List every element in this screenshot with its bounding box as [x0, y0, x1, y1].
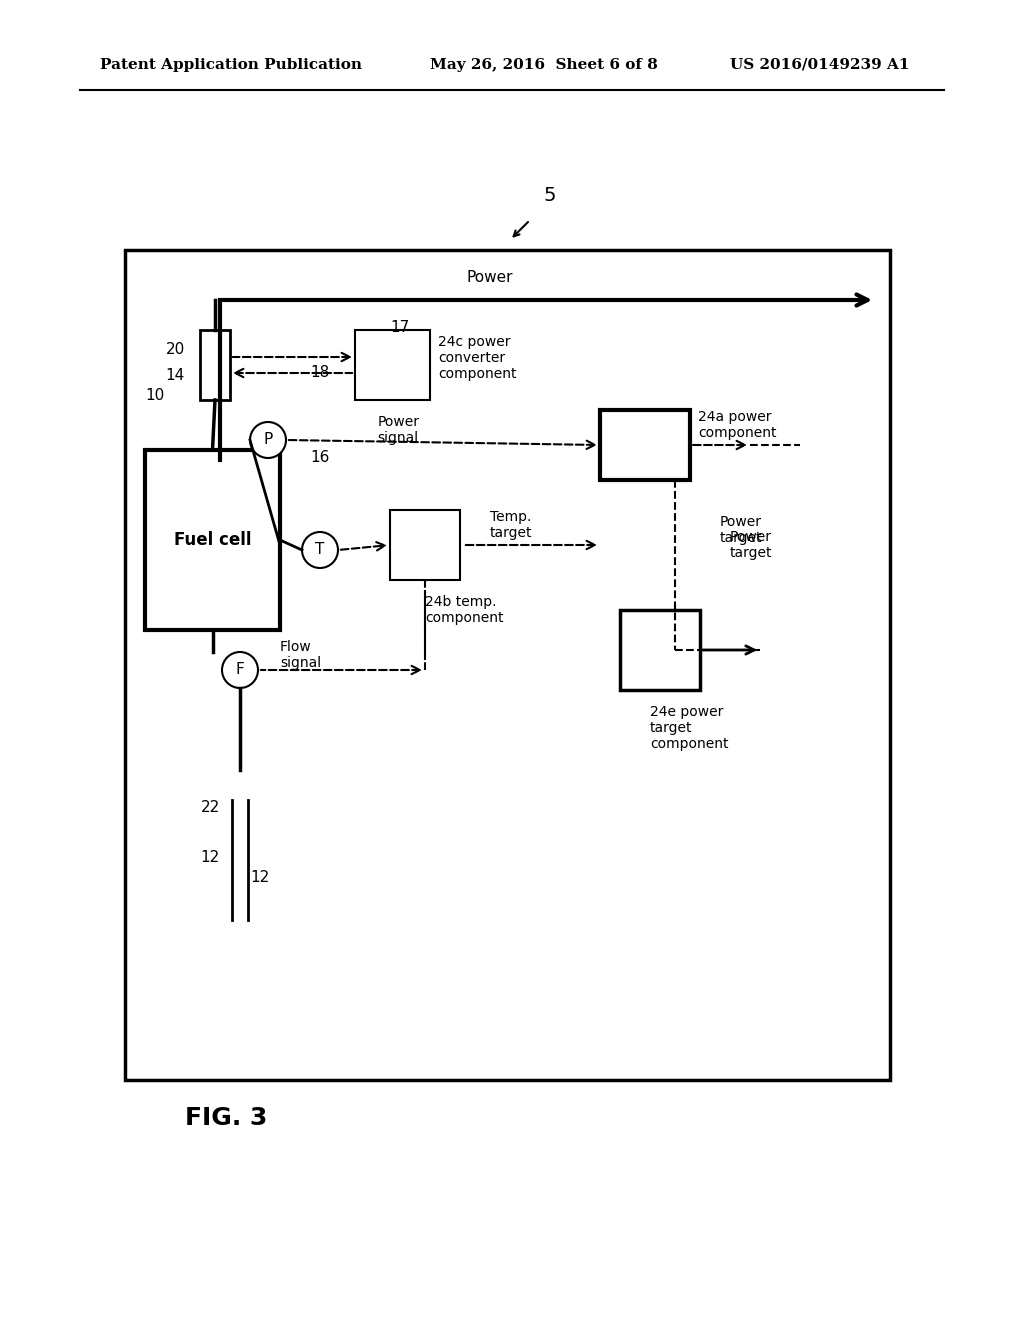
Text: 24a power
component: 24a power component [698, 411, 776, 440]
Circle shape [302, 532, 338, 568]
Circle shape [250, 422, 286, 458]
Text: 16: 16 [310, 450, 330, 465]
Text: 18: 18 [310, 366, 330, 380]
Text: P: P [263, 433, 272, 447]
Text: 24b temp.
component: 24b temp. component [425, 595, 504, 626]
Text: 20: 20 [166, 342, 185, 358]
Bar [390, 510, 460, 579]
Text: 5: 5 [544, 186, 556, 205]
Text: 17: 17 [390, 319, 410, 335]
Bar [125, 249, 890, 1080]
Text: Flow
signal: Flow signal [280, 640, 322, 671]
Text: Power
target: Power target [730, 531, 772, 560]
Text: FIG. 3: FIG. 3 [185, 1106, 267, 1130]
Circle shape [222, 652, 258, 688]
Text: US 2016/0149239 A1: US 2016/0149239 A1 [730, 58, 909, 73]
Bar [620, 610, 700, 690]
Text: Fuel cell: Fuel cell [174, 531, 251, 549]
Bar [600, 411, 690, 480]
Bar [145, 450, 280, 630]
Bar [355, 330, 430, 400]
Text: 10: 10 [145, 388, 165, 403]
Text: 12: 12 [250, 870, 269, 884]
Text: 22: 22 [201, 800, 220, 814]
Text: Power
signal: Power signal [378, 414, 420, 445]
Text: Patent Application Publication: Patent Application Publication [100, 58, 362, 73]
Text: May 26, 2016  Sheet 6 of 8: May 26, 2016 Sheet 6 of 8 [430, 58, 657, 73]
Text: 24e power
target
component: 24e power target component [650, 705, 728, 751]
Text: Power: Power [467, 271, 513, 285]
Text: 12: 12 [201, 850, 220, 865]
Text: F: F [236, 663, 245, 677]
Text: Temp.
target: Temp. target [490, 510, 532, 540]
Bar [200, 330, 230, 400]
Text: Power
target: Power target [720, 515, 763, 545]
Text: T: T [315, 543, 325, 557]
Text: 14: 14 [166, 367, 185, 383]
Text: 24c power
converter
component: 24c power converter component [438, 335, 516, 381]
